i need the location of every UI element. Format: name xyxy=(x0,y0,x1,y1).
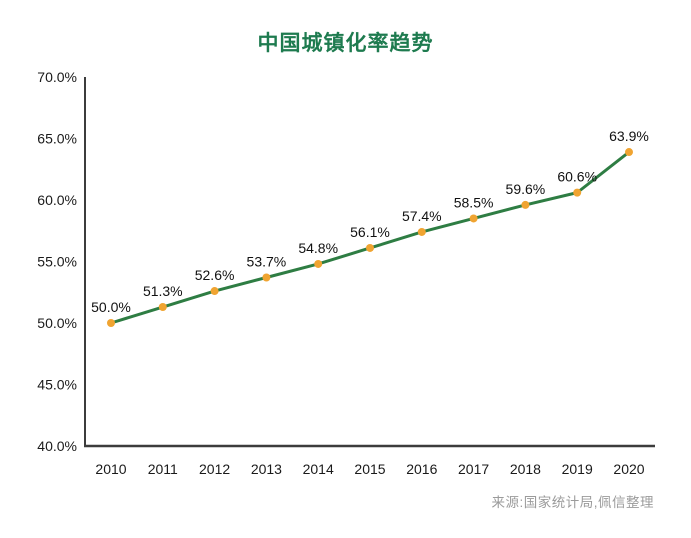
data-point-label: 54.8% xyxy=(298,240,338,256)
data-point-label: 50.0% xyxy=(91,299,131,315)
data-point-marker xyxy=(107,319,115,327)
y-axis-tick-label: 50.0% xyxy=(37,315,77,331)
x-axis-tick-label: 2014 xyxy=(303,461,334,477)
x-axis-tick-label: 2020 xyxy=(613,461,644,477)
x-axis-tick-label: 2015 xyxy=(354,461,385,477)
data-point-label: 60.6% xyxy=(557,169,597,185)
data-point-marker xyxy=(314,259,323,268)
data-point-marker xyxy=(573,188,582,197)
y-axis-tick-label: 45.0% xyxy=(37,377,77,393)
data-point-label: 58.5% xyxy=(454,194,494,210)
data-point-marker xyxy=(417,227,426,236)
data-point-marker xyxy=(625,148,633,157)
y-axis-tick-label: 60.0% xyxy=(37,192,77,208)
data-point-label: 51.3% xyxy=(143,283,183,299)
data-point-label: 52.6% xyxy=(195,267,235,283)
y-axis-tick-label: 65.0% xyxy=(37,131,77,147)
chart-title: 中国城镇化率趋势 xyxy=(257,32,434,55)
x-axis-tick-label: 2016 xyxy=(406,461,437,477)
data-point-marker xyxy=(158,303,167,312)
data-point-marker xyxy=(521,200,530,209)
y-axis-tick-label: 40.0% xyxy=(37,438,77,454)
data-point-label: 56.1% xyxy=(350,224,390,240)
x-axis-tick-label: 2013 xyxy=(251,461,282,477)
x-axis-tick-label: 2019 xyxy=(562,461,593,477)
data-point-marker xyxy=(366,243,374,252)
data-point-marker xyxy=(210,287,219,296)
x-axis-tick-label: 2011 xyxy=(148,461,178,477)
x-axis-tick-label: 2017 xyxy=(458,461,489,477)
data-point-label: 63.9% xyxy=(609,128,649,144)
data-point-label: 53.7% xyxy=(247,253,287,269)
x-axis-tick-label: 2018 xyxy=(510,461,541,477)
y-axis-tick-label: 55.0% xyxy=(37,254,77,270)
data-point-label: 59.6% xyxy=(506,181,546,197)
x-axis-tick-label: 2012 xyxy=(199,461,230,477)
y-axis-tick-label: 70.0% xyxy=(37,69,77,85)
data-point-marker xyxy=(469,214,478,223)
data-point-label: 57.4% xyxy=(402,208,442,224)
source-note: 来源:国家统计局,佩信整理 xyxy=(491,495,654,510)
data-point-marker xyxy=(262,273,271,282)
x-axis-tick-label: 2010 xyxy=(95,461,126,477)
